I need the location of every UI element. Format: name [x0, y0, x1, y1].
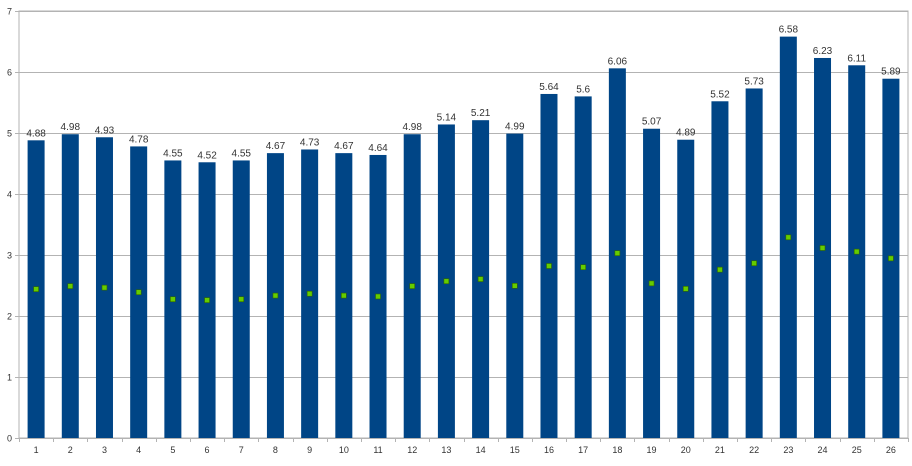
plot-frame	[18, 10, 909, 439]
point-marker	[341, 292, 347, 299]
data-label: 5.07	[642, 117, 662, 128]
point-marker	[306, 290, 313, 297]
data-label: 6.23	[813, 46, 833, 57]
x-tick-label: 21	[715, 445, 725, 455]
x-tick-label: 18	[612, 445, 622, 455]
data-label: 6.06	[608, 56, 628, 67]
data-label: 5.21	[471, 108, 491, 119]
data-label: 4.89	[676, 128, 696, 139]
x-tick-label: 24	[818, 445, 828, 455]
point-marker	[853, 248, 860, 255]
point-marker	[238, 296, 245, 303]
data-label: 5.14	[437, 112, 457, 123]
point-marker	[888, 255, 894, 262]
data-label: 6.58	[779, 25, 799, 36]
data-label: 5.89	[881, 67, 901, 78]
point-marker	[272, 292, 279, 299]
x-tick-label: 22	[749, 445, 759, 455]
y-tick-label: 5	[7, 129, 12, 139]
data-label: 4.78	[129, 134, 149, 145]
data-label: 4.55	[232, 148, 252, 159]
y-tick-label: 4	[7, 190, 12, 200]
data-label: 4.98	[61, 122, 81, 133]
point-marker	[580, 264, 586, 271]
point-marker	[204, 297, 210, 303]
point-marker	[67, 283, 74, 289]
gridlines	[18, 10, 909, 439]
point-marker	[33, 286, 39, 292]
y-tick-label: 3	[7, 251, 12, 261]
data-label: 5.6	[576, 84, 590, 95]
point-marker	[717, 266, 723, 273]
x-tick-label: 17	[578, 445, 588, 455]
x-tick-label: 3	[102, 445, 107, 455]
point-marker	[375, 293, 381, 300]
x-tick-label: 7	[239, 445, 244, 455]
point-marker	[101, 284, 108, 291]
point-marker	[785, 234, 792, 241]
data-labels: 4.88 4.98 4.93 4.78 4.55 4.52 4.55 4.67 4.73 4.67…	[26, 25, 901, 162]
x-tick-label: 19	[647, 445, 657, 455]
x-tick-label: 12	[407, 445, 417, 455]
point-marker	[614, 250, 621, 256]
x-tick-label: 23	[783, 445, 793, 455]
midpoint-markers	[33, 234, 894, 303]
point-marker	[477, 276, 484, 282]
point-marker	[682, 286, 689, 292]
x-tick-label: 15	[510, 445, 520, 455]
x-tick-label: 6	[205, 445, 210, 455]
x-tick-label: 11	[373, 445, 382, 455]
x-tick-label: 1	[34, 445, 39, 455]
x-tick-label: 10	[339, 445, 349, 455]
point-marker	[135, 289, 142, 296]
x-tick-label: 25	[852, 445, 862, 455]
x-tick-label: 4	[136, 445, 141, 455]
x-tick-label: 14	[476, 445, 486, 455]
point-marker	[819, 245, 826, 251]
x-tick-label: 16	[544, 445, 554, 455]
data-label: 4.73	[300, 137, 320, 148]
data-label: 5.52	[710, 89, 730, 100]
data-label: 4.99	[505, 122, 525, 133]
data-label: 4.67	[266, 141, 286, 152]
point-marker	[511, 283, 518, 289]
point-marker	[170, 296, 176, 303]
x-tick-label: 20	[681, 445, 691, 455]
x-tick-label: 13	[441, 445, 451, 455]
data-label: 4.88	[26, 128, 46, 139]
data-label: 4.64	[368, 143, 388, 154]
data-label: 5.64	[539, 82, 559, 93]
y-tick-label: 6	[7, 68, 12, 78]
y-tick-label: 0	[7, 434, 12, 444]
point-marker	[546, 263, 552, 269]
y-tick-label: 7	[7, 7, 12, 17]
x-tick-label: 5	[170, 445, 175, 455]
point-marker	[751, 260, 757, 267]
data-label: 4.55	[163, 148, 183, 159]
data-label: 4.98	[402, 122, 422, 133]
y-tick-label: 1	[7, 373, 12, 383]
y-tick-label: 2	[7, 312, 12, 322]
data-label: 6.11	[847, 53, 866, 64]
point-marker	[443, 278, 450, 285]
x-tick-label: 8	[273, 445, 278, 455]
point-marker	[648, 280, 655, 287]
point-marker	[409, 283, 416, 289]
data-label: 4.93	[95, 125, 115, 136]
x-tick-label: 26	[886, 445, 896, 455]
x-tick-label: 9	[307, 445, 312, 455]
data-label: 5.73	[744, 76, 764, 87]
data-label: 4.67	[334, 141, 354, 152]
data-label: 4.52	[197, 150, 217, 161]
x-tick-label: 2	[68, 445, 73, 455]
